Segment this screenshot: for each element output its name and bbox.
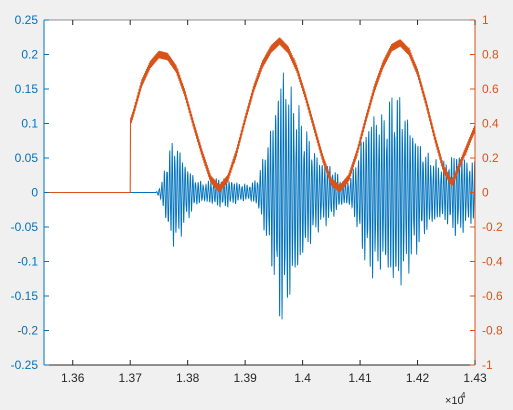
y-right-tick-label: -0.2 <box>482 220 503 234</box>
y-right-tick-label: 0.4 <box>482 117 499 131</box>
y-left-tick-label: 0 <box>31 186 38 200</box>
axes-group: 1.36 1.37 1.38 1.39 1.4 1.41 1.42 1.43 -0.25 -0.2… <box>11 13 503 385</box>
y-right-tick-label: -1 <box>482 358 493 372</box>
y-right-tick-label: 0.2 <box>482 151 499 165</box>
y-left-tick-label: 0.05 <box>15 151 39 165</box>
x-exponent-base: ×10 <box>445 395 464 407</box>
y-right-tick-label: 0.8 <box>482 48 499 62</box>
y-right-tick-label: 1 <box>482 13 489 27</box>
x-tick-label: 1.39 <box>233 371 257 385</box>
y-left-tick-label: 0.15 <box>15 82 39 96</box>
y-left-tick-label: -0.15 <box>11 289 39 303</box>
x-tick-label: 1.36 <box>61 371 85 385</box>
y-right-tick-label: -0.4 <box>482 255 503 269</box>
y-left-tick-label: -0.1 <box>17 255 38 269</box>
y-left-tick-label: -0.05 <box>11 220 39 234</box>
y-left-tick-label: 0.25 <box>15 13 39 27</box>
x-tick-label: 1.41 <box>348 371 372 385</box>
series-right-group <box>44 37 476 194</box>
x-tick-label: 1.4 <box>294 371 311 385</box>
x-exponent-power: 4 <box>461 391 466 400</box>
y-right-tick-label: -0.8 <box>482 324 503 338</box>
x-tick-label: 1.37 <box>119 371 143 385</box>
series-right-line <box>44 37 476 194</box>
y-left-tick-label: 0.2 <box>21 48 38 62</box>
x-tick-label: 1.43 <box>463 371 487 385</box>
y-right-tick-label: 0.6 <box>482 82 499 96</box>
y-left-tick-label: -0.2 <box>17 324 38 338</box>
y-right-tick-label: 0 <box>482 186 489 200</box>
y-left-tick-label: 0.1 <box>21 117 38 131</box>
x-tick-label: 1.38 <box>176 371 200 385</box>
y-left-tick-label: -0.25 <box>11 358 39 372</box>
y-right-tick-label: -0.6 <box>482 289 503 303</box>
x-tick-label: 1.42 <box>406 371 430 385</box>
